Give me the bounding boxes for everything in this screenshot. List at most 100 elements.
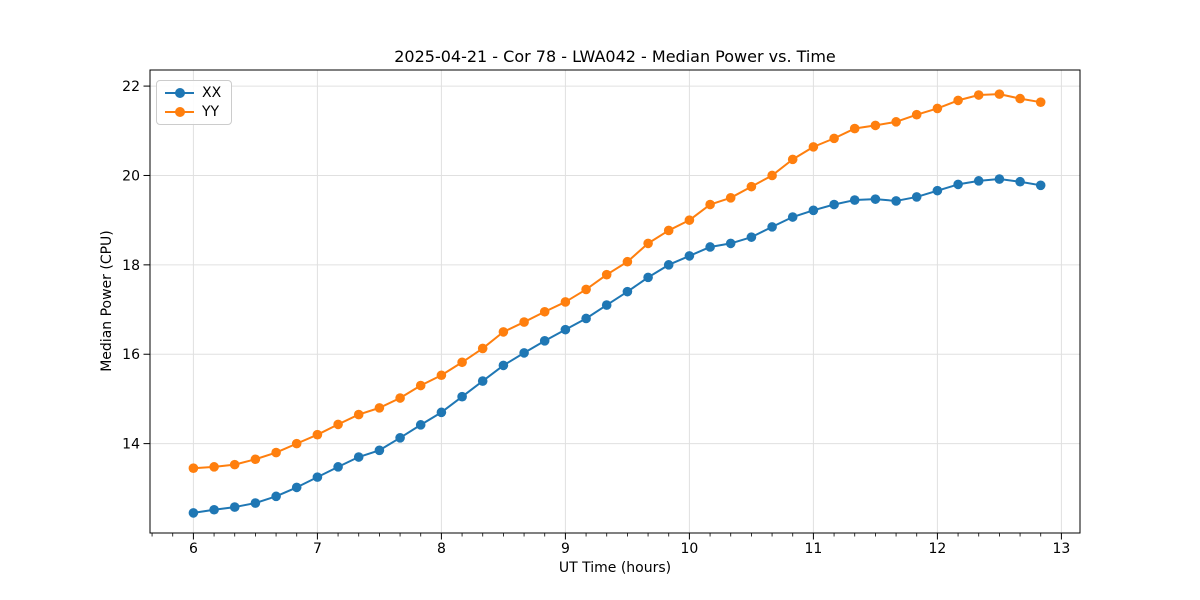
data-point-xx <box>209 504 219 515</box>
data-point-yy <box>539 306 550 317</box>
x-tick-label: 8 <box>437 541 446 557</box>
data-point-xx <box>229 502 240 512</box>
data-point-yy <box>767 170 777 181</box>
x-tick-label: 7 <box>313 541 322 557</box>
data-point-yy <box>787 154 798 165</box>
data-point-xx <box>994 174 1005 184</box>
data-point-yy <box>188 463 199 473</box>
data-point-xx <box>746 232 757 242</box>
y-tick-label: 18 <box>122 258 140 274</box>
data-point-xx <box>415 420 426 430</box>
data-point-xx <box>808 205 819 216</box>
data-point-yy <box>312 429 323 440</box>
data-point-yy <box>829 133 839 144</box>
data-point-xx <box>374 445 385 456</box>
x-tick-label: 9 <box>561 541 570 557</box>
data-point-xx <box>250 498 261 508</box>
data-point-xx <box>395 433 405 443</box>
data-point-xx <box>870 194 881 204</box>
data-point-yy <box>477 343 488 354</box>
data-point-xx <box>891 196 901 206</box>
legend-item-xx: XX <box>165 86 221 100</box>
data-point-xx <box>477 376 488 386</box>
data-point-yy <box>229 459 240 470</box>
x-axis-label: UT Time (hours) <box>558 560 672 576</box>
data-point-xx <box>663 260 674 270</box>
data-point-xx <box>684 251 695 261</box>
legend-line-sample-yy <box>165 107 194 117</box>
data-point-yy <box>209 462 219 472</box>
data-point-yy <box>519 317 529 327</box>
x-tick-label: 12 <box>928 541 946 557</box>
data-point-xx <box>1035 180 1046 191</box>
legend-label-xx: XX <box>202 85 222 101</box>
x-tick-label: 13 <box>1052 541 1070 557</box>
data-point-yy <box>705 199 715 210</box>
data-point-yy <box>994 89 1005 99</box>
y-tick-label: 14 <box>122 437 140 453</box>
data-point-xx <box>498 360 509 371</box>
y-axis-label: Median Power (CPU) <box>99 230 115 372</box>
data-point-yy <box>932 103 943 114</box>
data-point-yy <box>250 454 261 465</box>
data-point-xx <box>312 472 323 482</box>
data-point-xx <box>436 407 447 418</box>
data-point-xx <box>973 176 984 186</box>
data-point-yy <box>271 447 281 458</box>
legend-line-sample-xx <box>165 88 194 98</box>
data-point-xx <box>539 336 550 346</box>
series-line-yy <box>193 93 1041 470</box>
data-point-xx <box>932 185 943 196</box>
data-point-yy <box>581 284 591 295</box>
data-point-yy <box>684 215 695 225</box>
data-point-xx <box>829 199 839 210</box>
data-point-xx <box>581 313 591 324</box>
chart-title: 2025-04-21 - Cor 78 - LWA042 - Median Po… <box>394 47 836 66</box>
data-point-xx <box>271 491 281 502</box>
y-tick-label: 20 <box>122 168 140 184</box>
data-point-yy <box>746 181 757 192</box>
data-point-xx <box>622 286 633 297</box>
data-point-xx <box>767 222 777 232</box>
data-point-yy <box>291 438 302 449</box>
data-point-yy <box>333 419 343 430</box>
data-point-yy <box>953 95 963 106</box>
x-tick-label: 10 <box>680 541 698 557</box>
data-point-yy <box>353 409 364 420</box>
data-point-yy <box>601 269 612 280</box>
data-point-yy <box>891 117 901 127</box>
data-point-xx <box>953 179 963 190</box>
data-point-yy <box>622 256 633 267</box>
series-line-xx <box>193 178 1041 514</box>
data-point-yy <box>1035 97 1046 107</box>
data-point-xx <box>519 348 529 358</box>
data-point-yy <box>436 370 447 381</box>
data-point-yy <box>663 225 674 236</box>
data-point-xx <box>188 508 199 518</box>
legend-label-yy: YY <box>202 104 220 120</box>
data-point-yy <box>808 142 819 152</box>
data-point-yy <box>849 123 860 134</box>
data-point-yy <box>395 393 405 403</box>
data-point-yy <box>457 357 467 368</box>
data-point-xx <box>787 212 798 222</box>
legend-marker-icon-yy <box>174 107 185 117</box>
data-point-xx <box>1015 176 1025 187</box>
x-tick-label: 6 <box>189 541 198 557</box>
data-point-xx <box>291 482 302 493</box>
data-point-xx <box>705 242 715 252</box>
data-point-xx <box>643 272 653 283</box>
legend-item-yy: YY <box>165 105 221 119</box>
data-point-xx <box>457 391 467 402</box>
data-point-yy <box>415 380 426 391</box>
data-point-xx <box>560 324 571 335</box>
y-tick-label: 16 <box>122 347 140 363</box>
data-point-yy <box>1015 93 1025 104</box>
data-point-yy <box>498 327 509 337</box>
legend-marker-icon-xx <box>174 88 185 98</box>
x-tick-label: 11 <box>804 541 822 557</box>
data-point-yy <box>870 120 881 131</box>
data-point-yy <box>911 109 922 120</box>
y-tick-label: 22 <box>122 79 140 95</box>
